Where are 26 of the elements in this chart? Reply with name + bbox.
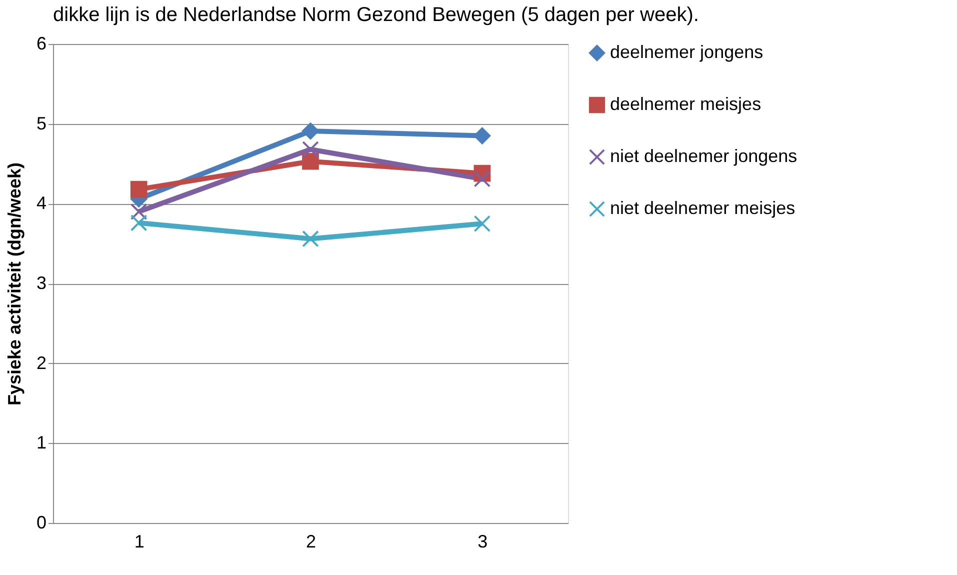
point bbox=[302, 152, 319, 170]
point bbox=[474, 127, 491, 144]
legend-label: niet deelnemer meisjes bbox=[610, 198, 796, 218]
point bbox=[302, 122, 319, 140]
point bbox=[474, 215, 491, 232]
y-tick-label: 2 bbox=[36, 352, 46, 373]
y-tick-label: 6 bbox=[36, 34, 46, 54]
point bbox=[302, 140, 319, 158]
legend-label: deelnemer meisjes bbox=[610, 94, 762, 114]
x-tick-label: 3 bbox=[478, 532, 488, 552]
y-tick-label: 4 bbox=[36, 193, 46, 214]
y-tick-label: 5 bbox=[36, 113, 46, 134]
y-tick-label: 3 bbox=[36, 273, 46, 293]
y-axis-title: Fysieke activiteit (dgn/week) bbox=[4, 162, 24, 406]
point bbox=[302, 230, 319, 248]
text: dikke lijn is de Nederlandse Norm Gezond Bewegen (5 dagen per week). bbox=[53, 4, 699, 26]
y-tick-label: 1 bbox=[36, 432, 46, 453]
point bbox=[130, 180, 148, 198]
point bbox=[474, 170, 491, 188]
legend-label: deelnemer jongens bbox=[610, 42, 764, 62]
x-tick-label: 2 bbox=[306, 532, 316, 552]
point bbox=[130, 203, 148, 220]
legend-label: niet deelnemer jongens bbox=[610, 146, 798, 166]
y-tick-label: 0 bbox=[36, 512, 46, 532]
x-tick-label: 1 bbox=[134, 532, 144, 552]
point bbox=[130, 214, 148, 232]
